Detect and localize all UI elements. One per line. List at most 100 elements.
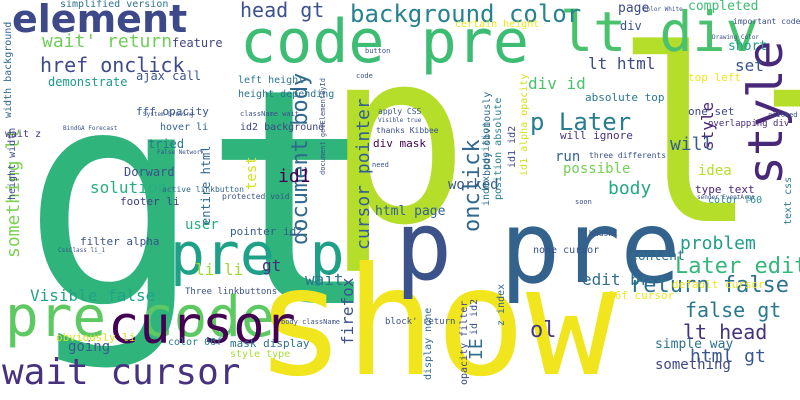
cloud-word: Visible true (378, 117, 422, 124)
cloud-word: button (365, 47, 391, 55)
cloud-word: href onclick (40, 53, 185, 77)
cloud-word: Three linkbuttons (185, 287, 278, 297)
cloud-word: False Network (157, 149, 204, 156)
cloud-word: filter alpha (80, 235, 160, 248)
cloud-word: page (618, 1, 650, 16)
cloud-word: soon (575, 198, 592, 206)
cloud-word: fff opacity (136, 105, 209, 118)
cloud-word: thanks Kibbee (376, 126, 439, 135)
cloud-word: pre p (170, 220, 345, 288)
cloud-word: worked (448, 177, 499, 193)
cloud-word: tried (148, 137, 185, 151)
cloud-word: id id2 (469, 298, 480, 335)
cloud-word: pre (500, 189, 681, 306)
cloud-word: lt head (683, 320, 768, 344)
cloud-word: position absolute (493, 97, 504, 200)
cloud-word: absolute top (585, 91, 665, 104)
cloud-word: li li (195, 260, 244, 279)
cloud-word: p (395, 192, 453, 302)
cloud-word: z index (496, 283, 507, 326)
cloud-word: run (555, 149, 581, 165)
cloud-word: top left (688, 71, 741, 84)
cloud-word: id1 id2 (507, 125, 518, 168)
cloud-word: test (244, 156, 260, 190)
cloud-word: short (728, 39, 768, 54)
cloud-word: clicked (768, 111, 798, 119)
cloud-word: Visible false (30, 286, 156, 305)
cloud-word: lt html (588, 54, 656, 73)
cloud-word: going (68, 339, 111, 355)
cloud-word: cursor pointer (353, 98, 374, 250)
cloud-word: important code (733, 17, 800, 26)
cloud-word: body className (281, 318, 341, 326)
cloud-word: set (735, 56, 764, 75)
cloud-word: will (670, 134, 714, 155)
cloud-word: three differents (589, 151, 667, 160)
cloud-word: color 06f (168, 337, 223, 348)
cloud-word: will ignore (560, 129, 633, 142)
cloud-word: default cursor (672, 278, 765, 291)
cloud-word: height width (7, 127, 18, 200)
cloud-word: element (12, 0, 188, 41)
cloud-word: code pre (240, 7, 529, 77)
cloud-word: feature (172, 36, 223, 50)
cloud-word: sender EventArgs (697, 194, 755, 201)
cloud-word: obviously li (56, 331, 136, 344)
cloud-word: Khushi (589, 229, 618, 238)
cloud-word: return false (630, 273, 789, 298)
cloud-word: Drawing Color (712, 34, 759, 41)
cloud-word: className wait (240, 110, 300, 118)
cloud-word: one set (688, 105, 735, 118)
cloud-word: height depending (238, 89, 335, 100)
cloud-word: none cursor (533, 245, 600, 256)
cloud-word: gt (22, 25, 384, 374)
cloud-word: 06f cursor (608, 289, 675, 302)
cloud-word: html page (375, 204, 446, 219)
cloud-word: simple way (655, 337, 734, 352)
cloud-word: p Later (530, 108, 632, 136)
cloud-word: head gt (240, 0, 325, 22)
cloud-word: id1 alpha opacity (519, 73, 530, 176)
cloud-word: wait' return (42, 31, 173, 52)
cloud-word: something (655, 357, 731, 373)
cloud-word: Later edit (675, 254, 800, 279)
cloud-word: pre code (5, 285, 275, 350)
cloud-word: Dorward (124, 165, 175, 179)
cloud-word: text css (783, 176, 794, 225)
cloud-word: overlapping div (708, 119, 790, 129)
cloud-word: id1 (278, 166, 311, 187)
cloud-word: color f60 (708, 195, 763, 206)
cloud-word: problem (680, 233, 756, 254)
cloud-word: demonstrate (48, 75, 128, 89)
cloud-word: user (185, 217, 219, 233)
cloud-word: protected void (222, 192, 290, 201)
cloud-word: active linkbutton (162, 185, 244, 194)
cloud-word: body obviously (482, 91, 493, 176)
cloud-word: wait z (5, 129, 42, 140)
cloud-word: p lt (325, 0, 800, 278)
cloud-word: IE (466, 338, 487, 360)
cloud-word: id2 background (240, 122, 325, 133)
cloud-word: left height (238, 75, 305, 86)
cloud-word: content (630, 249, 685, 264)
cloud-word: false gt (685, 298, 782, 322)
cloud-word: mask display (230, 337, 310, 350)
cloud-word: show (255, 236, 617, 400)
cloud-word: wait cursor (2, 352, 241, 393)
cloud-word: type text (695, 183, 755, 196)
cloud-word: completed (688, 0, 759, 14)
cloud-word: ol (530, 318, 557, 343)
cloud-word: solution (90, 178, 168, 197)
cloud-word: certain height (455, 19, 540, 30)
cloud-word: div id (528, 74, 586, 93)
cloud-word: code (356, 72, 373, 80)
cloud-word: ajax call (136, 69, 202, 83)
cloud-word: wait (305, 270, 344, 289)
cloud-word: document getElementById (319, 78, 327, 175)
cloud-word: simplified version (60, 0, 169, 10)
cloud-word: edit br (582, 270, 650, 289)
cloud-word: possible (563, 161, 631, 177)
cloud-word: width background (3, 21, 14, 118)
cloud-word: gt (262, 256, 282, 275)
